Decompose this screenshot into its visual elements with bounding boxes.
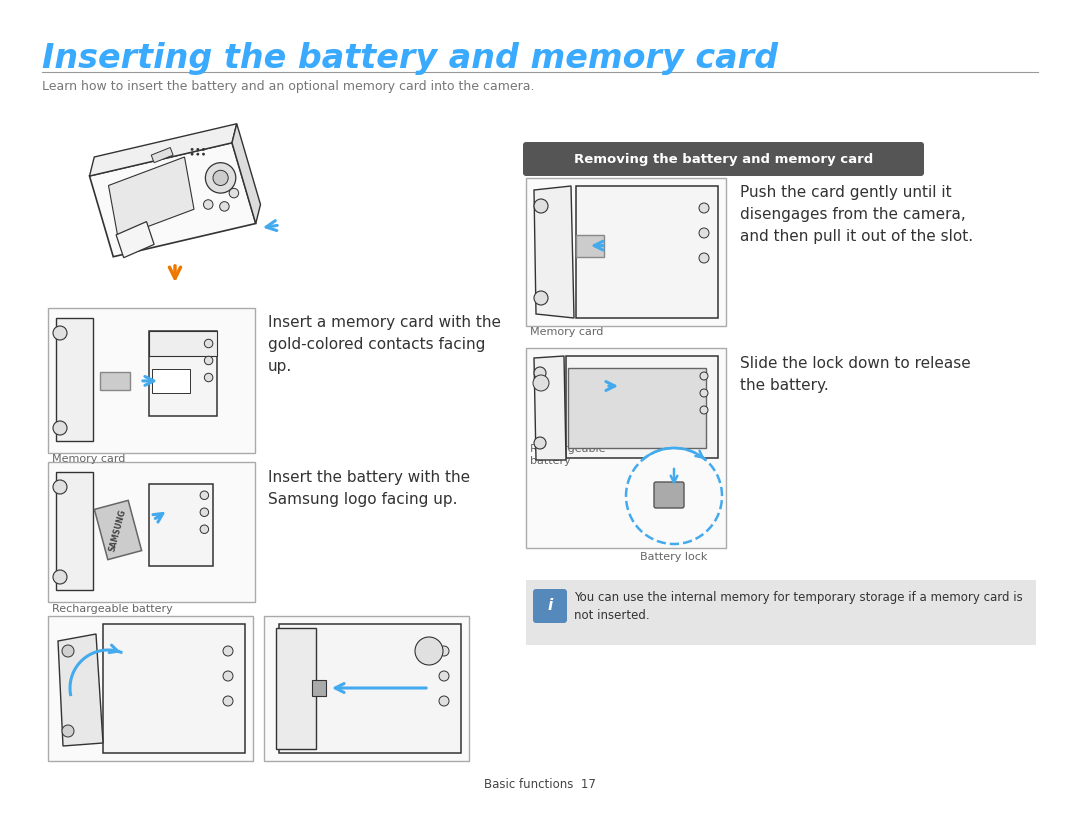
FancyBboxPatch shape bbox=[534, 589, 567, 623]
Polygon shape bbox=[149, 331, 217, 416]
Circle shape bbox=[700, 389, 708, 397]
Polygon shape bbox=[149, 484, 213, 566]
Polygon shape bbox=[108, 157, 194, 238]
Text: Removing the battery and memory card: Removing the battery and memory card bbox=[573, 152, 873, 165]
Polygon shape bbox=[534, 186, 573, 318]
Text: Memory card: Memory card bbox=[530, 327, 604, 337]
Circle shape bbox=[534, 291, 548, 305]
Circle shape bbox=[200, 525, 208, 534]
Text: Rechargeable: Rechargeable bbox=[530, 444, 607, 454]
Bar bbox=[312, 680, 326, 696]
Circle shape bbox=[438, 696, 449, 706]
Polygon shape bbox=[568, 368, 706, 448]
Circle shape bbox=[626, 448, 723, 544]
Text: Rechargeable battery: Rechargeable battery bbox=[52, 604, 173, 614]
Polygon shape bbox=[566, 356, 718, 458]
Circle shape bbox=[415, 637, 443, 665]
Circle shape bbox=[197, 148, 199, 151]
Polygon shape bbox=[58, 634, 103, 746]
Circle shape bbox=[200, 491, 208, 500]
Circle shape bbox=[534, 199, 548, 213]
Circle shape bbox=[62, 645, 75, 657]
Text: Slide the lock down to release
the battery.: Slide the lock down to release the batte… bbox=[740, 356, 971, 393]
Circle shape bbox=[204, 356, 213, 365]
Polygon shape bbox=[576, 186, 718, 318]
Circle shape bbox=[222, 671, 233, 681]
Circle shape bbox=[222, 646, 233, 656]
Text: Battery lock: Battery lock bbox=[640, 552, 707, 562]
Circle shape bbox=[191, 148, 193, 151]
FancyBboxPatch shape bbox=[654, 482, 684, 508]
Polygon shape bbox=[56, 472, 93, 590]
Circle shape bbox=[534, 437, 546, 449]
Circle shape bbox=[197, 152, 199, 156]
Bar bbox=[526, 348, 726, 548]
Polygon shape bbox=[534, 356, 566, 460]
Circle shape bbox=[53, 480, 67, 494]
Circle shape bbox=[53, 421, 67, 435]
Text: Push the card gently until it
disengages from the camera,
and then pull it out o: Push the card gently until it disengages… bbox=[740, 185, 973, 244]
Polygon shape bbox=[276, 628, 316, 749]
Text: battery: battery bbox=[530, 456, 570, 466]
Bar bbox=[151, 369, 190, 393]
Polygon shape bbox=[103, 624, 245, 753]
Circle shape bbox=[700, 406, 708, 414]
Circle shape bbox=[219, 201, 229, 211]
Polygon shape bbox=[151, 148, 173, 163]
Circle shape bbox=[53, 326, 67, 340]
Text: You can use the internal memory for temporary storage if a memory card is
not in: You can use the internal memory for temp… bbox=[573, 591, 1023, 622]
Circle shape bbox=[200, 508, 208, 517]
Circle shape bbox=[699, 203, 708, 213]
Text: Memory card: Memory card bbox=[52, 454, 125, 464]
Polygon shape bbox=[576, 235, 604, 257]
Circle shape bbox=[205, 163, 235, 193]
Circle shape bbox=[191, 152, 193, 156]
Circle shape bbox=[203, 200, 213, 209]
Circle shape bbox=[213, 170, 228, 186]
Polygon shape bbox=[90, 143, 256, 257]
Circle shape bbox=[53, 570, 67, 584]
Polygon shape bbox=[90, 124, 237, 176]
Circle shape bbox=[229, 188, 239, 198]
Bar bbox=[48, 462, 255, 602]
Circle shape bbox=[222, 696, 233, 706]
Circle shape bbox=[204, 373, 213, 381]
Polygon shape bbox=[100, 372, 130, 390]
FancyBboxPatch shape bbox=[523, 142, 924, 176]
Circle shape bbox=[202, 152, 205, 156]
Bar bbox=[264, 616, 469, 761]
Circle shape bbox=[534, 375, 549, 391]
Text: Basic functions  17: Basic functions 17 bbox=[484, 778, 596, 791]
Bar bbox=[48, 616, 253, 761]
Circle shape bbox=[699, 228, 708, 238]
Polygon shape bbox=[117, 222, 154, 258]
Circle shape bbox=[438, 646, 449, 656]
Text: Learn how to insert the battery and an optional memory card into the camera.: Learn how to insert the battery and an o… bbox=[42, 80, 535, 93]
Circle shape bbox=[62, 725, 75, 737]
Text: Insert the battery with the
Samsung logo facing up.: Insert the battery with the Samsung logo… bbox=[268, 470, 470, 507]
Polygon shape bbox=[279, 624, 461, 753]
Polygon shape bbox=[149, 331, 217, 356]
Circle shape bbox=[700, 372, 708, 380]
Polygon shape bbox=[56, 318, 93, 441]
Circle shape bbox=[699, 253, 708, 263]
Text: Inserting the battery and memory card: Inserting the battery and memory card bbox=[42, 42, 778, 75]
Text: SAMSUNG: SAMSUNG bbox=[108, 508, 127, 552]
Bar bbox=[526, 178, 726, 326]
Circle shape bbox=[204, 339, 213, 348]
Polygon shape bbox=[94, 500, 141, 560]
Circle shape bbox=[202, 148, 205, 151]
Text: i: i bbox=[548, 598, 553, 614]
Bar bbox=[48, 308, 255, 453]
Circle shape bbox=[438, 671, 449, 681]
Polygon shape bbox=[232, 124, 260, 223]
Text: Insert a memory card with the
gold-colored contacts facing
up.: Insert a memory card with the gold-color… bbox=[268, 315, 501, 374]
Bar bbox=[526, 580, 1036, 645]
Circle shape bbox=[534, 367, 546, 379]
